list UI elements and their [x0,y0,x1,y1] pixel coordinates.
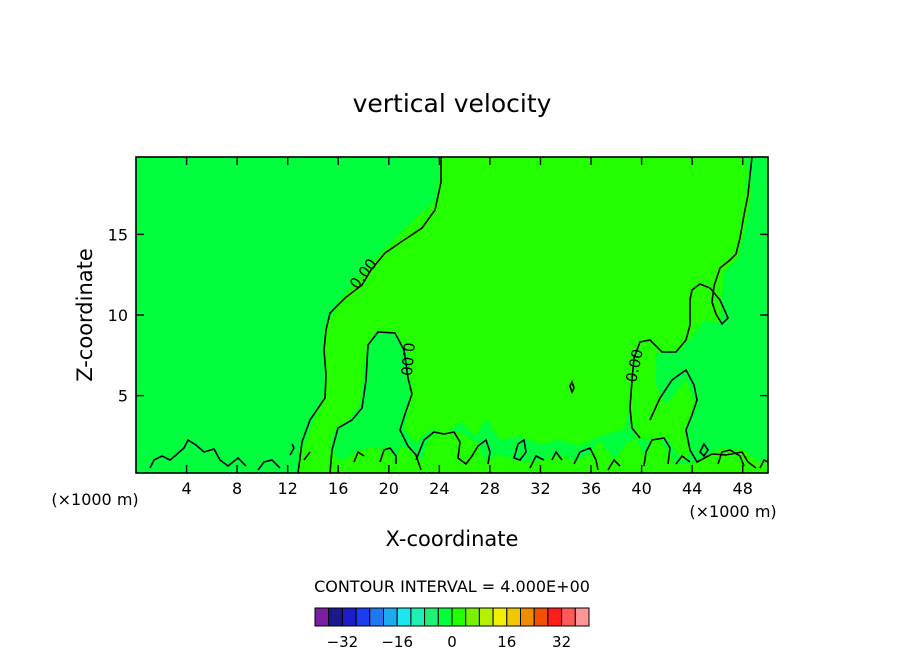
colorbar-tick-label: −16 [381,633,413,651]
colorbar-swatch [424,607,439,627]
x-tick-label: 12 [278,479,298,498]
colorbar-swatch [383,607,398,627]
y-axis-label: Z-coordinate [73,248,97,382]
colorbar-swatch [410,607,426,627]
colorbar-swatch [478,607,494,627]
colorbar-swatch [369,607,384,627]
colorbar-swatch [396,607,412,627]
x-unit-left: (×1000 m) [51,490,138,509]
contour-middle [329,331,422,474]
contour-label-middle: 0.00 [397,342,418,377]
colorbar-swatch [506,607,521,627]
x-tick-label: 28 [480,479,500,498]
colorbar-tick-label: −32 [327,633,359,651]
colorbar-swatch [547,607,563,627]
plot-area [136,157,768,473]
x-tick-label: 4 [181,479,191,498]
colorbar-swatch [341,607,357,627]
x-tick-label: 40 [631,479,651,498]
x-tick-label: 48 [733,479,753,498]
colorbar-swatch [561,607,576,627]
colorbar-tick-label: 16 [497,633,516,651]
x-tick-label: 8 [232,479,242,498]
colorbar-swatch [437,607,453,627]
y-tick-label: 15 [108,225,128,244]
contour-interval: CONTOUR INTERVAL = 4.000E+00 [314,577,590,596]
colorbar-swatch [328,607,343,627]
colorbar-swatch [520,607,535,627]
colorbar-swatch [314,607,330,627]
contour-small-cell [569,379,575,395]
x-tick-label: 44 [682,479,702,498]
x-tick-label: 36 [581,479,601,498]
y-tick-label: 5 [118,387,128,406]
contour-right [629,156,753,439]
x-unit-right: (×1000 m) [689,502,776,521]
x-axis-label: X-coordinate [386,527,519,551]
colorbar-tick-label: 32 [552,633,571,651]
contour-surface [149,431,769,471]
colorbar-swatch [355,607,371,627]
positive-region [298,157,768,473]
y-tick-label: 10 [108,306,128,325]
contour-right-inner [649,368,757,469]
colorbar-swatch [533,607,549,627]
y-axis: 5 10 15 [108,225,768,406]
colorbar-tick-label: 0 [447,633,457,651]
colorbar-swatch [451,607,467,627]
zero-contours [149,156,769,474]
colorbar-swatch [465,607,480,627]
colorbar-swatch [492,607,508,627]
contour-left [297,157,442,474]
chart-title: vertical velocity [353,89,552,118]
x-tick-label: 24 [429,479,449,498]
x-tick-label: 16 [328,479,348,498]
colorbar: −32 −16 0 16 32 [314,607,590,651]
colorbar-swatch [574,607,590,627]
x-tick-label: 32 [530,479,550,498]
x-tick-label: 20 [379,479,399,498]
x-axis: 4 8 12 16 20 24 28 32 36 40 44 48 [181,157,753,498]
